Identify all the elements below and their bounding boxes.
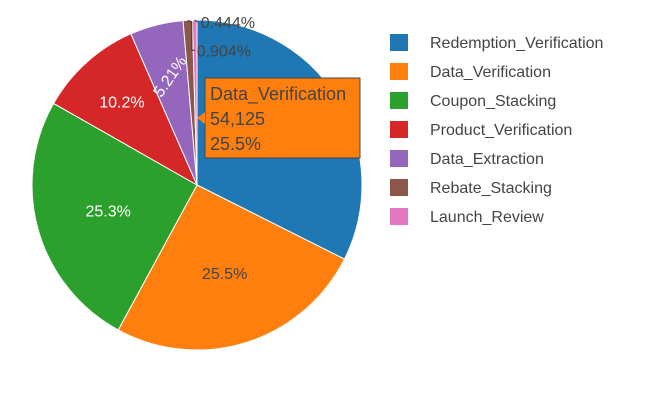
pie-slice-coupon-stacking[interactable] xyxy=(31,102,198,331)
tooltip-percent: 25.5% xyxy=(210,134,261,154)
slice-label-data-verification: 25.5% xyxy=(202,266,247,283)
legend-item-coupon-stacking[interactable]: Coupon_Stacking xyxy=(390,92,556,110)
legend-label: Data_Verification xyxy=(430,64,551,81)
slice-label-launch-review: 0.444% xyxy=(201,15,255,32)
legend-swatch xyxy=(390,150,408,167)
legend-label: Data_Extraction xyxy=(430,151,544,168)
legend-swatch xyxy=(390,121,408,138)
legend-swatch xyxy=(390,63,408,80)
tooltip: Data_Verification 54,125 25.5% xyxy=(197,77,361,159)
pie-slices xyxy=(31,19,363,351)
legend-swatch xyxy=(390,92,408,109)
legend-item-data-extraction[interactable]: Data_Extraction xyxy=(390,150,544,168)
tooltip-pointer xyxy=(197,112,205,124)
legend-label: Rebate_Stacking xyxy=(430,180,552,197)
legend-swatch xyxy=(390,208,408,225)
legend-item-rebate-stacking[interactable]: Rebate_Stacking xyxy=(390,179,552,197)
legend-swatch xyxy=(390,179,408,196)
legend-item-product-verification[interactable]: Product_Verification xyxy=(390,121,572,139)
leader-line-rebate-stacking xyxy=(187,19,195,51)
legend-label: Redemption_Verification xyxy=(430,35,603,52)
legend-swatch xyxy=(390,34,408,51)
legend-item-redemption-verification[interactable]: Redemption_Verification xyxy=(390,34,603,52)
tooltip-value: 54,125 xyxy=(210,109,265,129)
legend-label: Coupon_Stacking xyxy=(430,93,556,110)
legend-item-data-verification[interactable]: Data_Verification xyxy=(390,63,551,81)
pie-slice-product-verification[interactable] xyxy=(52,33,199,187)
slice-label-coupon-stacking: 25.3% xyxy=(85,203,130,220)
slice-label-product-verification: 10.2% xyxy=(99,95,144,112)
slice-label-rebate-stacking: 0.904% xyxy=(197,43,251,60)
legend-label: Product_Verification xyxy=(430,122,572,139)
tooltip-label: Data_Verification xyxy=(210,84,346,105)
leader-line-launch-review xyxy=(194,19,199,23)
legend: Redemption_Verification Data_Verification… xyxy=(390,34,603,226)
tooltip-box xyxy=(204,77,361,159)
legend-label: Launch_Review xyxy=(430,209,544,226)
legend-item-launch-review[interactable]: Launch_Review xyxy=(390,208,544,226)
